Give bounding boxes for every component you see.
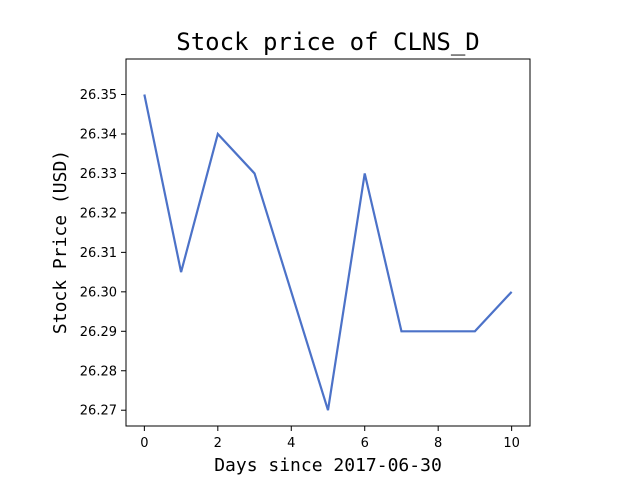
plot-area <box>125 58 531 427</box>
y-tick-label: 26.34 <box>80 127 117 142</box>
x-tick-label: 10 <box>503 436 520 451</box>
y-tick-label: 26.29 <box>80 325 117 340</box>
y-axis-label: Stock Price (USD) <box>50 150 71 334</box>
y-tick-label: 26.30 <box>80 285 117 300</box>
y-tick-label: 26.31 <box>80 246 117 261</box>
y-tick-label: 26.27 <box>80 404 117 419</box>
y-axis-ticks: 26.27 26.28 26.29 26.30 26.31 26.32 26.33 26.34… <box>80 88 126 419</box>
x-tick-label: 8 <box>434 436 442 451</box>
x-tick-label: 2 <box>214 436 222 451</box>
series-line <box>143 94 513 411</box>
x-tick-label: 4 <box>287 436 295 451</box>
x-tick-label: 0 <box>140 436 148 451</box>
series-layer <box>143 94 513 411</box>
chart-title: Stock price of CLNS_D <box>176 28 479 56</box>
plot-frame <box>125 58 531 427</box>
y-tick-label: 26.28 <box>80 364 117 379</box>
x-axis-ticks: 0 2 4 6 8 10 <box>140 426 520 451</box>
y-tick-label: 26.32 <box>80 206 117 221</box>
y-tick-label: 26.33 <box>80 167 117 182</box>
x-axis-label: Days since 2017-06-30 <box>214 455 442 476</box>
y-tick-label: 26.35 <box>80 88 117 103</box>
x-tick-label: 6 <box>361 436 369 451</box>
